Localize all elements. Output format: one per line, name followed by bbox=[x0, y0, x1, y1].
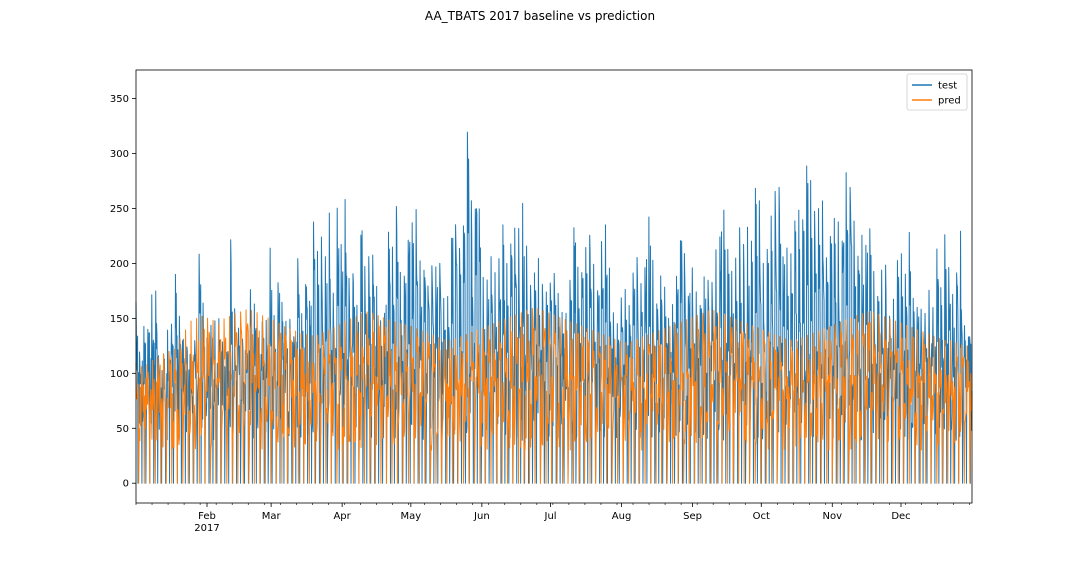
x-tick-label-mar: Mar bbox=[262, 511, 282, 522]
legend-label-pred: pred bbox=[938, 96, 961, 107]
x-tick-sublabel-year: 2017 bbox=[194, 523, 219, 534]
legend-label-test: test bbox=[938, 81, 957, 92]
series-layer bbox=[135, 131, 973, 484]
x-tick-label-jun: Jun bbox=[473, 511, 490, 522]
y-tick-label-250: 250 bbox=[110, 204, 129, 215]
legend: test pred bbox=[906, 73, 968, 111]
x-tick-label-sep: Sep bbox=[683, 511, 702, 522]
y-tick-label-0: 0 bbox=[123, 479, 129, 490]
series-line-pred bbox=[135, 307, 973, 484]
x-tick-label-oct: Oct bbox=[753, 511, 770, 522]
x-tick-label-nov: Nov bbox=[823, 511, 843, 522]
x-tick-label-dec: Dec bbox=[891, 511, 910, 522]
y-tick-label-150: 150 bbox=[110, 314, 129, 325]
chart-title: AA_TBATS 2017 baseline vs prediction bbox=[424, 9, 656, 23]
x-tick-label-jul: Jul bbox=[544, 511, 557, 522]
series-line-test bbox=[135, 131, 973, 484]
y-tick-label-300: 300 bbox=[110, 149, 129, 160]
y-tick-label-50: 50 bbox=[116, 424, 129, 435]
x-tick-label-aug: Aug bbox=[612, 511, 632, 522]
plot-frame bbox=[135, 69, 973, 504]
y-tick-label-100: 100 bbox=[110, 369, 129, 380]
x-tick-label-apr: Apr bbox=[333, 511, 351, 522]
x-tick-label-feb: Feb bbox=[198, 511, 216, 522]
y-tick-label-350: 350 bbox=[110, 94, 129, 105]
y-tick-label-200: 200 bbox=[110, 259, 129, 270]
x-tick-label-may: May bbox=[401, 511, 422, 522]
legend-box bbox=[906, 73, 968, 111]
